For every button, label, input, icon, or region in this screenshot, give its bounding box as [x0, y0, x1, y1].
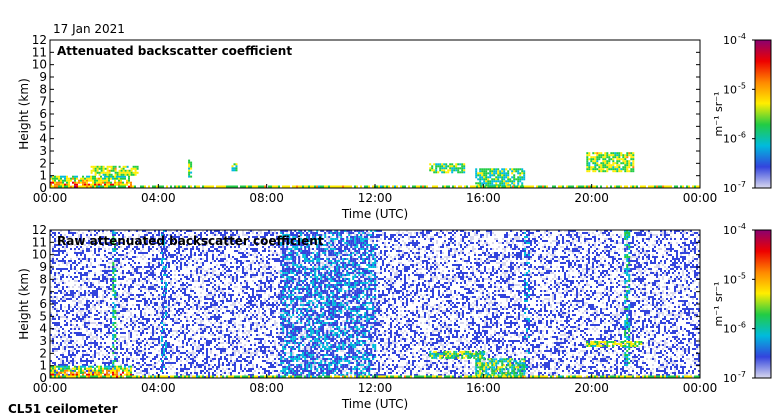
y-tick-label: 7 — [39, 285, 47, 299]
heatmap-feature-cloud — [586, 341, 643, 347]
heatmap-feature-noise-band — [280, 230, 377, 378]
x-tick-label: 08:00 — [249, 191, 284, 205]
y-tick-label: 12 — [32, 33, 47, 47]
colorbar: 10-710-610-510 -4m⁻¹ sr⁻¹ — [712, 32, 772, 195]
y-tick-label: 5 — [39, 309, 47, 323]
x-axis-label: Time (UTC) — [341, 207, 408, 221]
y-tick-label: 1 — [39, 169, 47, 183]
x-tick-label: 00:00 — [683, 381, 718, 395]
y-tick-label: 8 — [39, 82, 47, 96]
heatmap-feature-cloud — [429, 350, 486, 359]
x-tick-label: 20:00 — [574, 191, 609, 205]
footer-label: CL51 ceilometer — [8, 402, 118, 416]
y-tick-label: 6 — [39, 107, 47, 121]
colorbar-tick-label: 10 — [723, 34, 737, 47]
colorbar-tick-exponent: -7 — [738, 180, 746, 189]
colorbar-tick-exponent: -7 — [738, 370, 746, 379]
y-tick-label: 9 — [39, 260, 47, 274]
y-tick-label: 9 — [39, 70, 47, 84]
y-tick-label: 2 — [39, 156, 47, 170]
y-tick-label: 10 — [32, 58, 47, 72]
y-tick-label: 3 — [39, 144, 47, 158]
y-tick-label: 6 — [39, 297, 47, 311]
heatmap-feature-sparse-cloud — [90, 165, 139, 176]
panel-title: Attenuated backscatter coefficient — [57, 44, 292, 58]
panel-title: Raw attenuated backscatter coefficient — [57, 234, 324, 248]
date-label: 17 Jan 2021 — [53, 22, 125, 36]
heatmap-data — [50, 230, 700, 378]
y-tick-label: 4 — [39, 132, 47, 146]
x-tick-label: 00:00 — [33, 191, 68, 205]
heatmap-feature-isolated-cloud — [188, 159, 193, 178]
heatmap-feature-cloud — [586, 152, 635, 173]
colorbar-tick-label: 10 — [723, 182, 737, 195]
x-tick-label: 04:00 — [141, 381, 176, 395]
colorbar-tick-label: 10 — [723, 224, 737, 237]
heatmap-feature-cloud — [429, 163, 466, 174]
x-tick-label: 12:00 — [358, 191, 393, 205]
x-tick-label: 12:00 — [358, 381, 393, 395]
y-tick-label: 4 — [39, 322, 47, 336]
heatmap-feature-noise-streak — [524, 230, 530, 372]
colorbar-tick-label: 10 — [723, 372, 737, 385]
y-tick-label: 3 — [39, 334, 47, 348]
heatmap-feature-cloud — [475, 168, 526, 188]
y-tick-label: 7 — [39, 95, 47, 109]
x-tick-label: 00:00 — [683, 191, 718, 205]
x-tick-label: 00:00 — [33, 381, 68, 395]
x-axis-label: Time (UTC) — [341, 397, 408, 411]
y-tick-label: 10 — [32, 248, 47, 262]
y-tick-label: 1 — [39, 359, 47, 373]
colorbar-tick-exponent: -4 — [738, 32, 746, 41]
heatmap-feature-noise-streak — [112, 230, 117, 366]
x-tick-label: 16:00 — [466, 191, 501, 205]
y-axis-label: Height (km) — [17, 268, 31, 339]
colorbar-tick-label: 10 — [723, 83, 737, 96]
x-tick-label: 08:00 — [249, 381, 284, 395]
colorbar: 10-710-610-510 -4m⁻¹ sr⁻¹ — [712, 222, 772, 385]
y-tick-label: 8 — [39, 272, 47, 286]
x-tick-label: 16:00 — [466, 381, 501, 395]
colorbar-unit-label: m⁻¹ sr⁻¹ — [712, 282, 725, 327]
colorbar-tick-label: 10 — [723, 133, 737, 146]
colorbar-gradient — [754, 229, 772, 379]
colorbar-gradient — [754, 39, 772, 189]
colorbar-tick-exponent: -6 — [738, 131, 746, 140]
y-tick-label: 2 — [39, 346, 47, 360]
y-tick-label: 0 — [39, 371, 47, 385]
heatmap-feature-background-noise — [50, 230, 700, 378]
colorbar-tick-label: 10 — [723, 273, 737, 286]
colorbar-tick-exponent: -5 — [738, 81, 746, 90]
y-tick-label: 11 — [32, 45, 47, 59]
colorbar-tick-label: 10 — [723, 323, 737, 336]
y-tick-label: 0 — [39, 181, 47, 195]
heatmap-feature-isolated-cloud — [231, 163, 238, 172]
y-tick-label: 5 — [39, 119, 47, 133]
y-axis-label: Height (km) — [17, 78, 31, 149]
heatmap-feature-noise-streak — [161, 230, 167, 372]
y-tick-label: 11 — [32, 235, 47, 249]
colorbar-tick-exponent: -5 — [738, 271, 746, 280]
y-tick-label: 12 — [32, 223, 47, 237]
colorbar-unit-label: m⁻¹ sr⁻¹ — [712, 92, 725, 137]
colorbar-tick-exponent: -6 — [738, 321, 746, 330]
x-tick-label: 20:00 — [574, 381, 609, 395]
x-tick-label: 04:00 — [141, 191, 176, 205]
colorbar-tick-exponent: -4 — [738, 222, 746, 231]
